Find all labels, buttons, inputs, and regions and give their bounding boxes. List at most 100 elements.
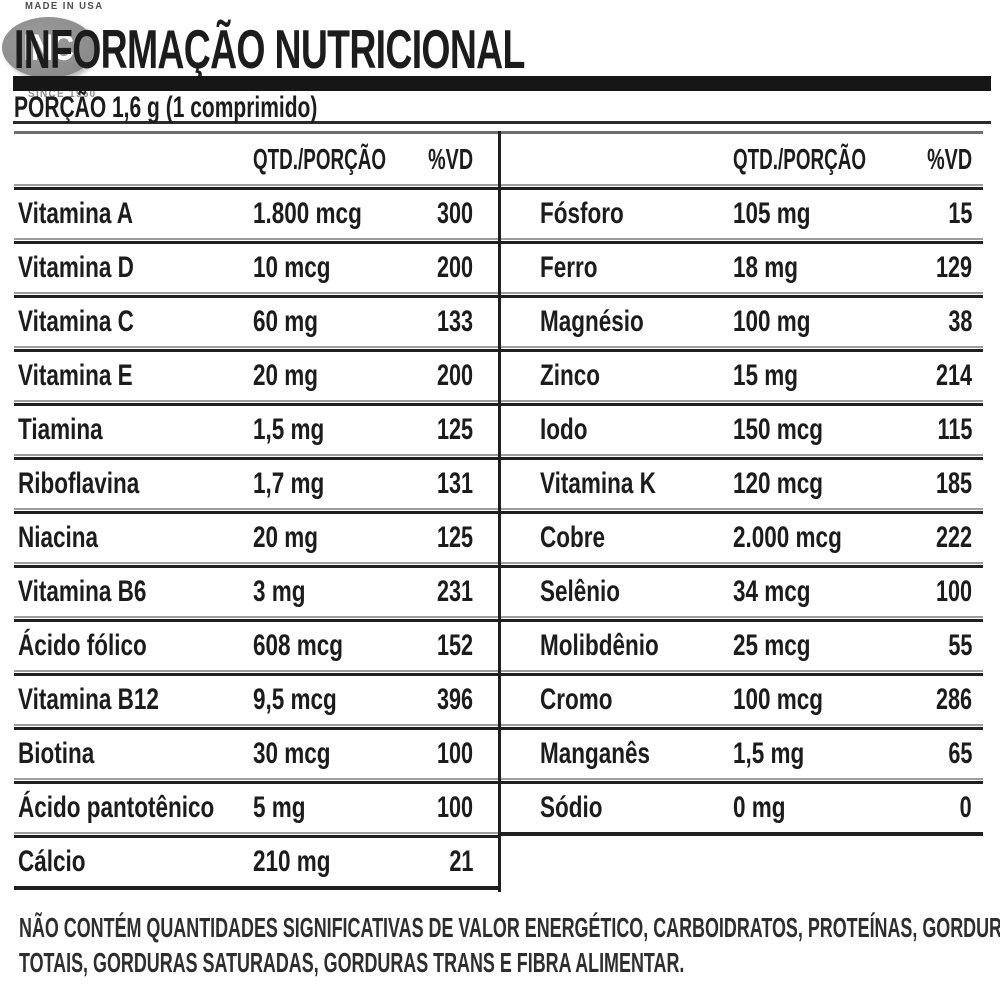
- disclaimer-text: NÃO CONTÉM QUANTIDADES SIGNIFICATIVAS DE…: [19, 910, 1000, 980]
- nutrient-name: Vitamina B6: [18, 575, 147, 608]
- since-text: SINCE 1960: [28, 88, 97, 100]
- nutrient-qty: 20 mg: [253, 359, 319, 392]
- nutrient-name: Niacina: [18, 521, 99, 554]
- nutrient-vd: 152: [436, 629, 473, 662]
- row-separator: [14, 670, 498, 676]
- nutrient-name: Ferro: [540, 251, 598, 284]
- nutrient-name: Vitamina K: [540, 467, 656, 500]
- table-row: Tiamina 1,5 mg 125: [14, 406, 498, 454]
- table-row: Vitamina A 1.800 mcg 300: [14, 190, 498, 238]
- nutrient-vd: 131: [436, 467, 473, 500]
- nutrient-vd: 38: [947, 305, 972, 338]
- row-separator: [14, 562, 498, 568]
- nutrient-qty: 15 mg: [733, 359, 799, 392]
- table-row: Manganês 1,5 mg 65: [501, 730, 983, 778]
- table-row: Cromo 100 mcg 286: [501, 676, 983, 724]
- table-row: Vitamina E 20 mg 200: [14, 352, 498, 400]
- disclaimer-line: TOTAIS, GORDURAS SATURADAS, GORDURAS TRA…: [19, 947, 685, 978]
- nutrient-vd: 286: [935, 683, 972, 716]
- nutrient-vd: 100: [436, 791, 473, 824]
- row-separator: [501, 238, 983, 244]
- nutrient-vd: 300: [436, 197, 473, 230]
- table-row: Fósforo 105 mg 15: [501, 190, 983, 238]
- inc-logo-text: INC: [23, 26, 75, 68]
- table-row: Cálcio 210 mg 21: [14, 838, 498, 886]
- nutrient-qty: 5 mg: [253, 791, 306, 824]
- nutrient-vd: 125: [436, 521, 473, 554]
- row-separator: [501, 292, 983, 298]
- row-separator: [14, 616, 498, 622]
- table-row: Molibdênio 25 mcg 55: [501, 622, 983, 670]
- nutrient-qty: 210 mg: [253, 845, 331, 878]
- table-row: Biotina 30 mcg 100: [14, 730, 498, 778]
- nutrient-vd: 185: [935, 467, 972, 500]
- table-bottom-border: [501, 832, 983, 836]
- row-separator: [14, 778, 498, 784]
- nutrient-name: Cromo: [540, 683, 613, 716]
- nutrient-name: Ácido fólico: [18, 629, 147, 662]
- row-separator: [501, 454, 983, 460]
- page-title: INFORMAÇÃO NUTRICIONAL: [14, 18, 525, 80]
- nutrient-name: Vitamina E: [18, 359, 133, 392]
- table-vertical-divider: [498, 131, 501, 892]
- nutrient-vd: 133: [436, 305, 473, 338]
- table-header-row: QTD./PORÇÃO %VD: [14, 136, 498, 184]
- nutrient-name: Manganês: [540, 737, 651, 770]
- row-separator: [501, 724, 983, 730]
- nutrient-vd: 200: [436, 251, 473, 284]
- serving-size-text: PORÇÃO 1,6 g (1 comprimido): [14, 91, 318, 124]
- row-separator: [501, 346, 983, 352]
- nutrient-name: Vitamina A: [18, 197, 134, 230]
- nutrient-vd: 214: [935, 359, 972, 392]
- nutrient-name: Vitamina B12: [18, 683, 159, 716]
- row-separator: [14, 238, 498, 244]
- registered-trademark-icon: ®: [82, 62, 91, 74]
- nutrient-vd: 200: [436, 359, 473, 392]
- nutrient-vd: 396: [436, 683, 473, 716]
- nutrient-name: Cobre: [540, 521, 606, 554]
- row-separator: [14, 508, 498, 514]
- nutrient-name: Iodo: [540, 413, 588, 446]
- nutrient-qty: 608 mcg: [253, 629, 344, 662]
- nutrient-name: Molibdênio: [540, 629, 659, 662]
- nutrient-vd: 100: [436, 737, 473, 770]
- row-separator: [14, 832, 498, 838]
- nutrient-name: Selênio: [540, 575, 621, 608]
- made-in-usa-text: MADE IN USA: [25, 1, 104, 12]
- table-row: Selênio 34 mcg 100: [501, 568, 983, 616]
- nutrients-table-left: QTD./PORÇÃO %VD Vitamina A 1.800 mcg 300…: [14, 136, 498, 890]
- nutrient-qty: 100 mcg: [733, 683, 824, 716]
- table-row: Zinco 15 mg 214: [501, 352, 983, 400]
- table-row: Riboflavina 1,7 mg 131: [14, 460, 498, 508]
- nutrient-qty: 120 mcg: [733, 467, 824, 500]
- nutrient-vd: 0: [959, 791, 972, 824]
- nutrient-qty: 30 mcg: [253, 737, 331, 770]
- nutrient-vd: 129: [935, 251, 972, 284]
- nutrient-name: Magnésio: [540, 305, 644, 338]
- table-row: Vitamina C 60 mg 133: [14, 298, 498, 346]
- row-separator: [14, 400, 498, 406]
- nutrient-qty: 1,7 mg: [253, 467, 325, 500]
- nutrient-vd: 15: [947, 197, 972, 230]
- row-separator: [501, 778, 983, 784]
- disclaimer-line: NÃO CONTÉM QUANTIDADES SIGNIFICATIVAS DE…: [19, 912, 1000, 943]
- table-row: Ferro 18 mg 129: [501, 244, 983, 292]
- nutrient-qty: 0 mg: [733, 791, 786, 824]
- nutrient-name: Biotina: [18, 737, 95, 770]
- nutrient-qty: 3 mg: [253, 575, 306, 608]
- table-row: Niacina 20 mg 125: [14, 514, 498, 562]
- nutrient-qty: 2.000 mcg: [733, 521, 842, 554]
- nutrient-qty: 150 mcg: [733, 413, 824, 446]
- nutrient-name: Tiamina: [18, 413, 103, 446]
- nutrient-vd: 222: [935, 521, 972, 554]
- nutrient-name: Vitamina C: [18, 305, 134, 338]
- table-row: Vitamina B6 3 mg 231: [14, 568, 498, 616]
- table-row: Iodo 150 mcg 115: [501, 406, 983, 454]
- nutrient-qty: 20 mg: [253, 521, 319, 554]
- nutrient-name: Zinco: [540, 359, 600, 392]
- nutrient-vd: 21: [448, 845, 473, 878]
- row-separator: [14, 454, 498, 460]
- nutrient-vd: 125: [436, 413, 473, 446]
- nutrient-qty: 1,5 mg: [253, 413, 325, 446]
